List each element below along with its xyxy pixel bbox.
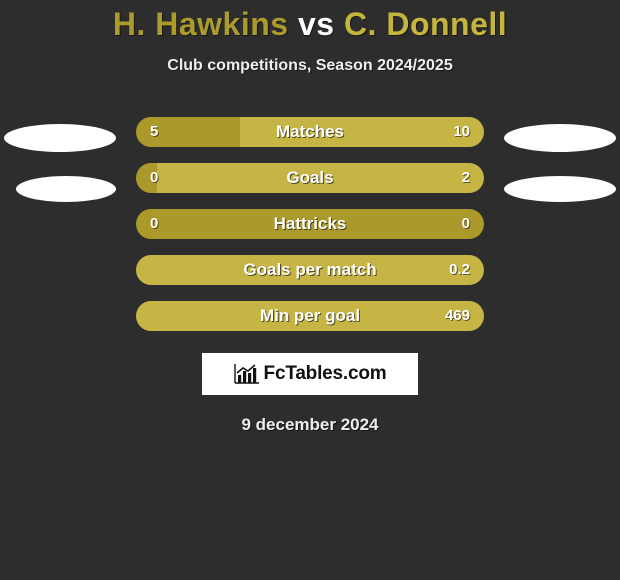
stat-bar: 5 10 bbox=[136, 117, 484, 147]
stat-row: 510Matches bbox=[0, 109, 620, 155]
stat-row: 469Min per goal bbox=[0, 293, 620, 339]
brand-chart-icon bbox=[234, 363, 260, 385]
stat-row: 0.2Goals per match bbox=[0, 247, 620, 293]
stat-bar-right bbox=[136, 301, 484, 331]
comparison-title: H. Hawkins vs C. Donnell bbox=[0, 0, 620, 43]
stat-bar-right bbox=[157, 163, 484, 193]
brand-badge: FcTables.com bbox=[202, 353, 418, 395]
player2-name: C. Donnell bbox=[344, 6, 507, 42]
stats-container: 510Matches02Goals00Hattricks0.2Goals per… bbox=[0, 109, 620, 339]
brand-text: FcTables.com bbox=[264, 363, 387, 385]
stat-value-right: 469 bbox=[445, 301, 470, 331]
stat-bar: 00 bbox=[136, 209, 484, 239]
stat-bar: 02 bbox=[136, 163, 484, 193]
stat-value-right: 0 bbox=[462, 209, 470, 239]
date-label: 9 december 2024 bbox=[0, 415, 620, 435]
player1-name: H. Hawkins bbox=[113, 6, 289, 42]
stat-value-right: 2 bbox=[462, 163, 470, 193]
vs-label: vs bbox=[298, 6, 335, 42]
stat-bar: 469 bbox=[136, 301, 484, 331]
stat-value-left: 0 bbox=[150, 163, 158, 193]
stat-value-right: 0.2 bbox=[449, 255, 470, 285]
subtitle: Club competitions, Season 2024/2025 bbox=[0, 57, 620, 75]
stat-bar: 0.2 bbox=[136, 255, 484, 285]
stat-row: 00Hattricks bbox=[0, 201, 620, 247]
stat-value-left: 5 bbox=[150, 117, 158, 147]
stat-bar-right bbox=[240, 117, 484, 147]
stat-row: 02Goals bbox=[0, 155, 620, 201]
stat-value-right: 10 bbox=[453, 117, 470, 147]
stat-bar-right bbox=[136, 255, 484, 285]
stat-value-left: 0 bbox=[150, 209, 158, 239]
stat-bar-left bbox=[136, 209, 484, 239]
